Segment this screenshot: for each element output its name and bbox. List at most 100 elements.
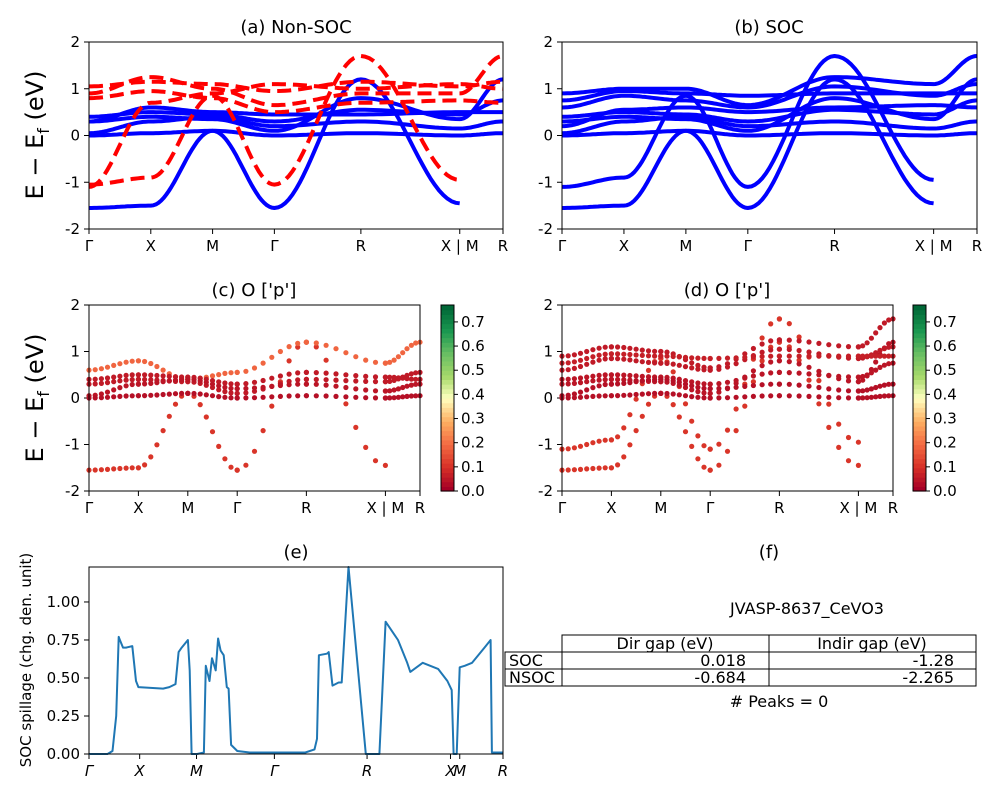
panel-d: (d) O ['p'] -2 -1 0 1 2 Γ X M Γ R X | M R 0.0 0.1 0.2… <box>538 280 957 517</box>
band-point <box>806 349 812 355</box>
band-point <box>203 379 209 385</box>
band-point <box>701 355 707 361</box>
band-point <box>571 376 578 382</box>
x-tick-label: R <box>888 499 898 517</box>
colorbar-segment <box>913 379 926 385</box>
band-line <box>562 54 978 108</box>
band-point <box>670 402 676 408</box>
x-tick-label: R <box>415 499 425 517</box>
band-point <box>154 363 160 370</box>
band-point <box>689 355 695 361</box>
colorbar-segment <box>441 328 454 334</box>
band-point <box>565 353 571 359</box>
band-point <box>768 393 774 399</box>
table-value: -1.28 <box>913 651 954 670</box>
band-line <box>561 114 978 136</box>
colorbar-tick-label: 0.2 <box>933 434 957 452</box>
band-point <box>689 360 695 366</box>
band-point <box>664 360 670 366</box>
energy-ylabel-middle: E − Ef (eV) <box>21 334 53 463</box>
band-point <box>776 358 783 364</box>
colorbar-segment <box>913 305 926 311</box>
band-point <box>216 387 222 393</box>
band-point <box>148 454 154 460</box>
band-point <box>571 467 578 473</box>
band-point <box>881 353 888 359</box>
band-point <box>639 347 645 353</box>
y-tick-label: 1 <box>70 343 80 361</box>
band-point <box>664 390 670 397</box>
band-point <box>733 384 739 390</box>
band-point <box>768 353 774 359</box>
band-point <box>400 384 406 391</box>
x-tick-label: Γ <box>270 237 279 255</box>
band-point <box>135 393 141 399</box>
band-point <box>234 381 240 387</box>
band-point <box>768 338 774 344</box>
y-tick-label: 1.00 <box>47 593 80 611</box>
colorbar-segment <box>441 411 454 418</box>
band-point <box>750 368 757 374</box>
band-point <box>260 384 266 390</box>
colorbar-tick-label: 0.3 <box>461 410 485 428</box>
x-tick-label: M <box>453 762 466 780</box>
band-point <box>565 367 571 373</box>
band-point <box>395 375 401 381</box>
band-point <box>816 401 822 407</box>
band-point <box>404 376 410 382</box>
band-point <box>627 351 633 358</box>
band-point <box>759 349 765 355</box>
band-point <box>845 374 852 380</box>
band-point <box>98 391 104 397</box>
band-point <box>658 360 664 366</box>
band-point <box>860 388 866 394</box>
band-point <box>565 381 571 387</box>
band-point <box>413 340 419 346</box>
colorbar-segment <box>441 370 454 376</box>
band-point <box>382 462 388 468</box>
band-point <box>701 390 707 396</box>
colorbar-segment <box>441 365 454 371</box>
band-point <box>621 351 627 357</box>
band-point <box>142 393 148 399</box>
band-point <box>816 394 822 400</box>
band-point <box>695 355 701 361</box>
band-point <box>571 395 578 401</box>
band-point <box>664 377 670 383</box>
band-point <box>826 401 832 407</box>
band-point <box>343 378 349 384</box>
band-points <box>559 390 896 401</box>
band-point <box>676 379 682 385</box>
band-point <box>590 378 596 384</box>
band-points <box>559 316 862 452</box>
band-point <box>584 466 590 472</box>
band-line <box>562 77 978 133</box>
band-point <box>860 373 866 380</box>
x-tick-label: R <box>498 237 508 255</box>
band-point <box>185 376 191 382</box>
band-point <box>117 393 123 399</box>
band-point <box>733 355 739 361</box>
band-point <box>615 351 621 357</box>
band-point <box>602 393 608 399</box>
band-point <box>845 458 852 464</box>
band-point <box>886 317 892 323</box>
band-point <box>682 429 689 435</box>
band-point <box>608 465 615 471</box>
band-point <box>639 378 645 384</box>
band-point <box>816 353 822 359</box>
colorbar-segment <box>913 346 926 353</box>
colorbar-segment <box>913 360 926 367</box>
band-point <box>234 369 240 375</box>
band-point <box>565 467 571 473</box>
band-point <box>98 467 104 473</box>
band-point <box>881 393 888 399</box>
band-point <box>413 393 419 399</box>
band-point <box>733 377 739 384</box>
band-point <box>353 373 359 379</box>
band-point <box>645 359 652 365</box>
band-points <box>559 376 896 399</box>
band-point <box>234 467 240 473</box>
band-point <box>768 381 774 387</box>
band-point <box>796 370 802 376</box>
